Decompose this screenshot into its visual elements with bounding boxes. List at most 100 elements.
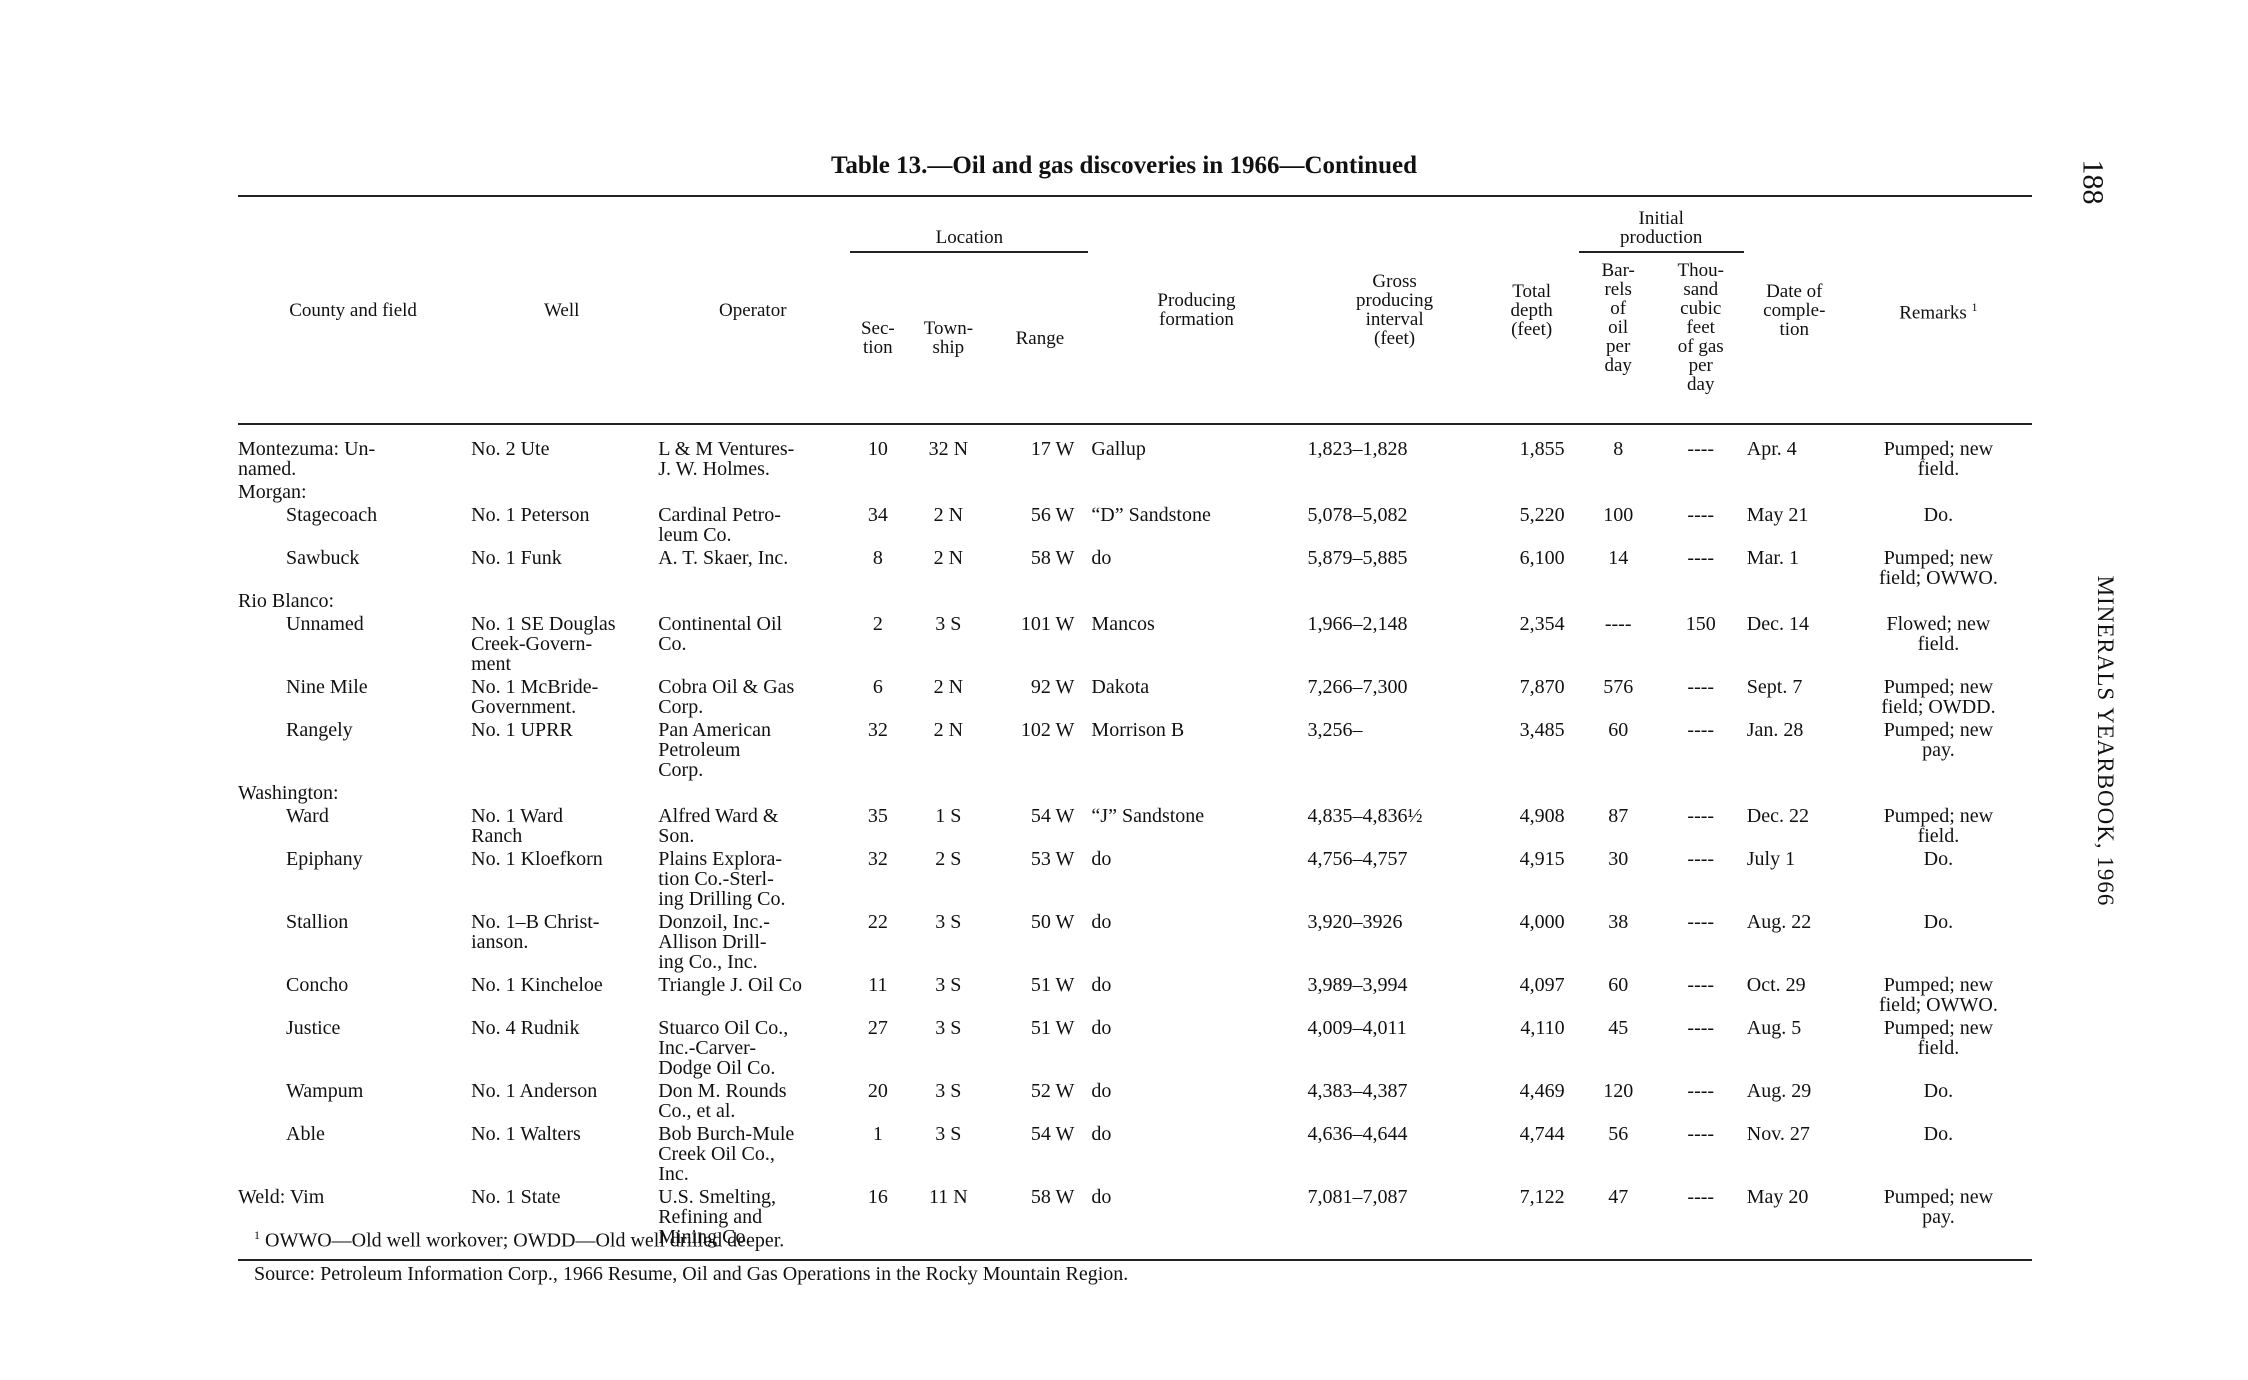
data-row: Stallion No. 1–B Christ- ianson. Donzoil, … (238, 911, 2032, 974)
cell: do (1091, 547, 1112, 569)
cell: 32 (867, 719, 888, 741)
cell: Aug. 22 (1746, 911, 1812, 933)
cell: Aug. 5 (1746, 1017, 1802, 1039)
cell: 56 W (1030, 504, 1075, 526)
cell: 7,266–7,300 (1307, 676, 1408, 698)
cell: 8 (1613, 438, 1624, 460)
cell: 2 N (933, 676, 964, 698)
cell: 3,920–3926 (1307, 911, 1403, 933)
cell: Epiphany (286, 848, 363, 870)
cell: Cardinal Petro- leum Co. (658, 504, 781, 546)
cell: 3,256– (1307, 719, 1363, 741)
cell: 54 W (1030, 805, 1075, 827)
cell: 2 (872, 613, 883, 635)
col-header: Producing formation (1157, 290, 1236, 330)
cell: Dec. 14 (1746, 613, 1809, 635)
cell: Nov. 27 (1746, 1123, 1810, 1145)
cell: 53 W (1030, 848, 1075, 870)
cell: 30 (1608, 848, 1629, 870)
cell: 4,000 (1519, 911, 1565, 933)
source-note: Source: Petroleum Information Corp., 196… (254, 1263, 1129, 1285)
cell: “D” Sandstone (1091, 504, 1211, 526)
data-row: Rangely No. 1 UPRR Pan American Petroleum … (238, 719, 2032, 782)
cell: Justice (286, 1017, 341, 1039)
cell: Do. (1923, 848, 1954, 870)
cell: 10 (867, 438, 888, 460)
cell: May 20 (1746, 1186, 1809, 1208)
cell: ---- (1687, 719, 1715, 741)
cell: No. 1 Anderson (471, 1080, 598, 1102)
data-row: Justice No. 4 Rudnik Stuarco Oil Co., Inc.… (238, 1017, 2032, 1080)
cell: Do. (1923, 1123, 1954, 1145)
cell: 4,756–4,757 (1307, 848, 1408, 870)
cell: 1,855 (1519, 438, 1565, 460)
cell: 7,081–7,087 (1307, 1186, 1408, 1208)
cell: No. 1 Kincheloe (471, 974, 603, 996)
col-header: Operator (719, 299, 787, 321)
cell: 102 W (1020, 719, 1075, 741)
cell: No. 1 Peterson (471, 504, 590, 526)
cell: ---- (1687, 1017, 1715, 1039)
cell: ---- (1687, 438, 1715, 460)
col-header: Total depth (feet) (1510, 280, 1553, 340)
cell: 16 (867, 1186, 888, 1208)
group-label: Washington: (238, 782, 339, 804)
cell: 56 (1608, 1123, 1629, 1145)
cell: 4,915 (1519, 848, 1565, 870)
data-row: Concho No. 1 Kincheloe Triangle J. Oil Co 1… (238, 974, 2032, 1017)
cell: 1,966–2,148 (1307, 613, 1408, 635)
cell: 4,469 (1519, 1080, 1565, 1102)
cell: 4,383–4,387 (1307, 1080, 1408, 1102)
cell: 87 (1608, 805, 1629, 827)
cell: No. 4 Rudnik (471, 1017, 580, 1039)
col-group-header: Initial production (1578, 196, 1744, 253)
table-title: Table 13.—Oil and gas discoveries in 196… (831, 152, 1417, 179)
cell: Rangely (286, 719, 353, 741)
cell: No. 1 McBride- Government. (471, 676, 599, 718)
data-row: Wampum No. 1 Anderson Don M. Rounds Co., e… (238, 1080, 2032, 1123)
cell: Pan American Petroleum Corp. (658, 719, 771, 781)
cell: 22 (867, 911, 888, 933)
cell: 50 W (1030, 911, 1075, 933)
cell: Triangle J. Oil Co (658, 974, 802, 996)
cell: 4,097 (1519, 974, 1565, 996)
cell: Stallion (286, 911, 349, 933)
cell: No. 1–B Christ- ianson. (471, 911, 600, 953)
col-header-text: Remarks (1899, 302, 1967, 324)
cell: 4,110 (1520, 1017, 1565, 1039)
cell: 14 (1608, 547, 1629, 569)
cell: 11 (868, 974, 888, 996)
cell: 3 S (935, 1080, 962, 1102)
cell: 3 S (935, 1017, 962, 1039)
cell: 7,870 (1519, 676, 1565, 698)
running-head: MINERALS YEARBOOK, 1966 (2093, 575, 2118, 907)
cell: 11 N (929, 1186, 968, 1208)
col-header: County and field (289, 299, 417, 321)
cell: Able (286, 1123, 325, 1145)
cell: 7,122 (1519, 1186, 1565, 1208)
cell: ---- (1687, 676, 1715, 698)
cell: Montezuma: Un- named. (238, 438, 376, 480)
cell: Concho (286, 974, 349, 996)
col-header: Well (543, 299, 580, 321)
cell: 4,636–4,644 (1307, 1123, 1408, 1145)
cell: ---- (1687, 1186, 1715, 1208)
cell: 2 N (933, 504, 964, 526)
col-header: Bar- rels of oil per day (1601, 260, 1635, 376)
data-row: Ward No. 1 Ward Ranch Alfred Ward & Son. 35… (238, 805, 2032, 848)
cell: 100 (1603, 504, 1634, 526)
col-header: Date of comple- tion (1763, 280, 1826, 340)
cell: Pumped; new field. (1883, 805, 1994, 847)
cell: Apr. 4 (1746, 438, 1797, 460)
cell: 3,485 (1519, 719, 1565, 741)
cell: “J” Sandstone (1091, 805, 1205, 827)
cell: do (1091, 1080, 1112, 1102)
cell: Aug. 29 (1746, 1080, 1812, 1102)
cell: 6 (872, 676, 883, 698)
footnote: 1 OWWO—Old well workover; OWDD—Old well … (254, 1228, 784, 1253)
cell: 150 (1685, 613, 1716, 635)
cell: Pumped; new field; OWWO. (1878, 974, 1998, 1016)
cell: 32 N (928, 438, 969, 460)
cell: Do. (1923, 911, 1954, 933)
cell: ---- (1687, 1123, 1715, 1145)
